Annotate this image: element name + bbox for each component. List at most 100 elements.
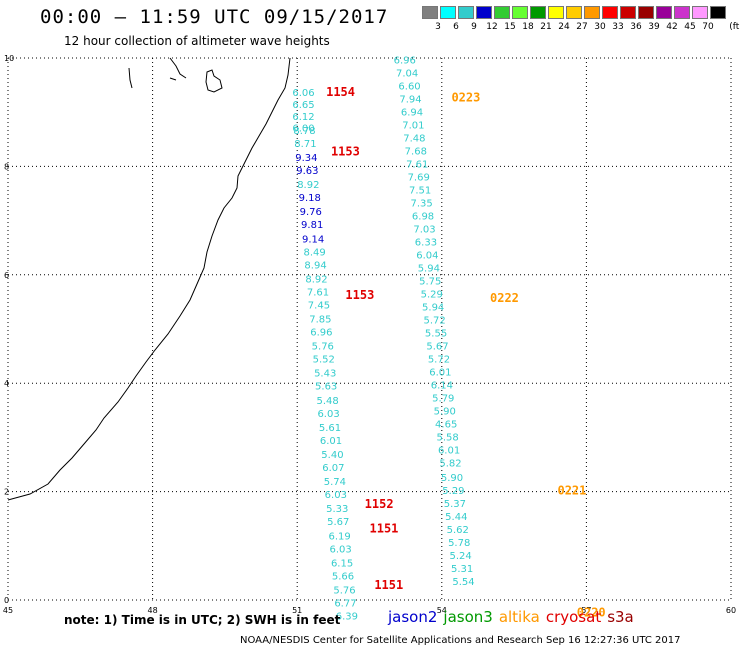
- wave-height-label: 5.33: [326, 504, 348, 515]
- time-label: 1151: [374, 578, 403, 592]
- wave-height-label: 8.92: [305, 274, 327, 285]
- wave-height-label: 6.01: [320, 436, 342, 447]
- wave-height-label: 7.51: [409, 186, 431, 197]
- scale-swatch: [422, 6, 438, 19]
- legend-item-s3a: s3a: [607, 608, 634, 626]
- wave-height-label: 5.74: [324, 477, 346, 488]
- wave-height-label: 5.61: [319, 423, 341, 434]
- lon-tick-label: 51: [292, 606, 302, 615]
- scale-swatch: [584, 6, 600, 19]
- wave-height-label: 9.14: [302, 234, 324, 245]
- wave-height-label: 6.96: [310, 328, 332, 339]
- wave-height-label: 6.19: [329, 531, 351, 542]
- legend-item-altika: altika: [498, 608, 540, 626]
- wave-height-label: 8.49: [303, 247, 325, 258]
- wave-height-label: 6.60: [398, 81, 420, 92]
- wave-height-label: 5.40: [321, 450, 343, 461]
- wave-height-label: 7.01: [402, 120, 424, 131]
- wave-height-label: 6.65: [292, 100, 314, 111]
- wave-height-label: 5.44: [445, 512, 467, 523]
- scale-label: 30: [594, 22, 606, 32]
- wave-height-label: 5.37: [444, 499, 466, 510]
- wave-height-label: 7.61: [406, 159, 428, 170]
- wave-height-label: 5.63: [315, 382, 337, 393]
- scale-swatch: [548, 6, 564, 19]
- wave-height-label: 6.39: [336, 612, 358, 623]
- time-label: 1152: [365, 497, 394, 511]
- time-label: 1151: [370, 521, 399, 535]
- scale-swatch: [620, 6, 636, 19]
- wave-height-label: 4.65: [435, 420, 457, 431]
- altimeter-tracks: 6.066.656.126.008.78 8.71 9.34 9.63 8.92 9.18…: [292, 55, 605, 622]
- wave-height-label: 6.33: [415, 238, 437, 249]
- lon-tick-label: 45: [3, 606, 13, 615]
- scale-swatch: [530, 6, 546, 19]
- lat-tick-label: 0: [4, 596, 9, 605]
- wave-height-label: 8.71: [294, 139, 316, 150]
- wave-height-label: 7.69: [408, 172, 430, 183]
- footnote: note: 1) Time is in UTC; 2) SWH is in fe…: [64, 613, 341, 627]
- wave-height-label: 5.67: [327, 517, 349, 528]
- scale-label: 27: [576, 22, 588, 32]
- coastline: [7, 57, 291, 501]
- wave-height-label: 5.62: [447, 525, 469, 536]
- lat-tick-label: 6: [4, 271, 9, 280]
- map-grid: 45 48 51 54 57 60 0 2 4 6 8 10: [3, 54, 736, 615]
- lon-tick-label: 60: [726, 606, 736, 615]
- wave-height-label: 5.52: [313, 355, 335, 366]
- scale-label: 21: [540, 22, 552, 32]
- scale-swatch: [458, 6, 474, 19]
- wave-height-label: 5.76: [333, 585, 355, 596]
- scale-swatch: [602, 6, 618, 19]
- track-a: 6.066.656.126.008.78 8.71 9.34 9.63 8.92 9.18…: [292, 85, 403, 623]
- island-outline: [205, 69, 223, 93]
- scale-swatch: [440, 6, 456, 19]
- lat-tick-label: 2: [4, 488, 9, 497]
- wave-height-label: 5.29: [442, 486, 464, 497]
- islands: [128, 57, 223, 93]
- scale-swatch: [638, 6, 654, 19]
- wave-height-label: 5.67: [426, 342, 448, 353]
- wave-height-label: 5.58: [436, 433, 458, 444]
- scale-label: 45: [684, 22, 696, 32]
- scale-label: 9: [471, 22, 477, 32]
- wave-height-label: 6.01: [429, 368, 451, 379]
- wave-height-label: 5.66: [332, 571, 354, 582]
- wave-height-label: 5.29: [421, 290, 443, 301]
- time-label: 1154: [326, 85, 355, 99]
- wave-height-label: 7.94: [399, 94, 421, 105]
- wave-height-label: 5.54: [452, 577, 474, 588]
- wave-height-label: 5.55: [425, 329, 447, 340]
- wave-height-label: 5.76: [312, 342, 334, 353]
- lon-tick-label: 57: [581, 606, 591, 615]
- scale-unit: (ft): [729, 22, 740, 32]
- track-b: 6.96 7.04 6.60 7.94 6.94 7.01 7.48 7.68 7.61 7.69…: [394, 55, 606, 619]
- satellite-legend: jason2 jason3 altika cryosat s3a: [388, 608, 640, 626]
- wave-height-label: 8.94: [304, 260, 326, 271]
- scale-swatch: [476, 6, 492, 19]
- wave-height-label: 6.96: [394, 55, 416, 66]
- wave-height-label: 5.72: [423, 316, 445, 327]
- wave-height-label: 9.34: [295, 153, 317, 164]
- scale-swatch: [566, 6, 582, 19]
- wave-height-label: 5.24: [450, 551, 472, 562]
- lat-tick-label: 8: [4, 162, 9, 171]
- wave-height-label: 7.45: [308, 300, 330, 311]
- wave-height-label: 6.12: [292, 112, 314, 123]
- wave-height-label: 9.63: [296, 166, 318, 177]
- wave-height-label: 6.07: [322, 463, 344, 474]
- scale-swatch: [494, 6, 510, 19]
- lat-tick-label: 4: [4, 379, 9, 388]
- scale-label: 12: [486, 22, 498, 32]
- island-outline: [169, 57, 187, 79]
- scale-swatch: [512, 6, 528, 19]
- wave-height-label: 7.04: [396, 68, 418, 79]
- scale-swatch: [656, 6, 672, 19]
- wave-height-label: 5.72: [428, 355, 450, 366]
- lat-tick-label: 10: [4, 54, 14, 63]
- legend-item-jason2: jason2: [388, 608, 438, 626]
- scale-label: 39: [648, 22, 660, 32]
- wave-height-label: 5.90: [434, 407, 456, 418]
- wave-height-label: 6.77: [334, 599, 356, 610]
